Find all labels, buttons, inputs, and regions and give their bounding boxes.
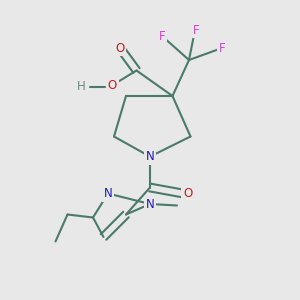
Text: O: O <box>116 41 124 55</box>
Text: N: N <box>103 187 112 200</box>
Text: F: F <box>219 41 225 55</box>
Text: O: O <box>183 187 192 200</box>
Text: F: F <box>193 23 200 37</box>
Text: F: F <box>159 29 165 43</box>
Text: N: N <box>146 150 154 163</box>
Text: H: H <box>76 80 85 94</box>
Text: O: O <box>108 79 117 92</box>
Text: N: N <box>146 197 154 211</box>
